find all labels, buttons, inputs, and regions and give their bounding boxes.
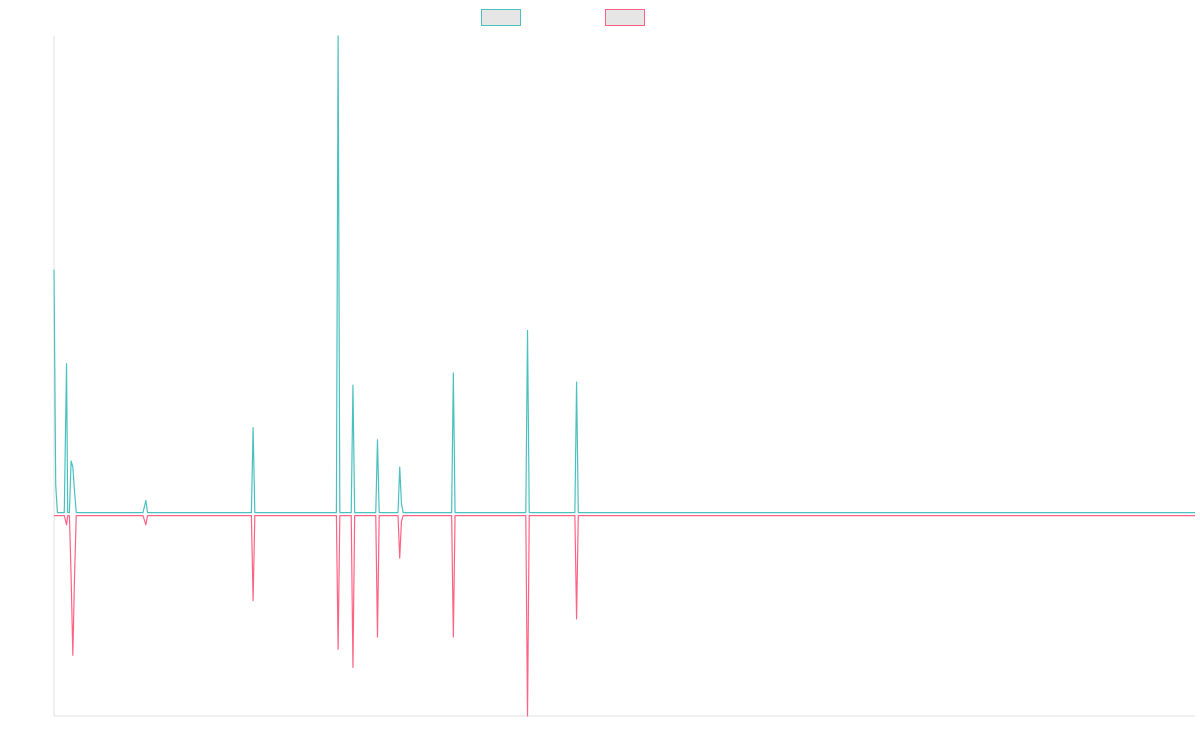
legend-swatch-series-b[interactable] (605, 9, 645, 26)
legend (0, 0, 1200, 36)
series-line-b (54, 515, 1195, 717)
series-line-a (53, 35, 1195, 514)
legend-swatch-series-a[interactable] (481, 9, 521, 26)
